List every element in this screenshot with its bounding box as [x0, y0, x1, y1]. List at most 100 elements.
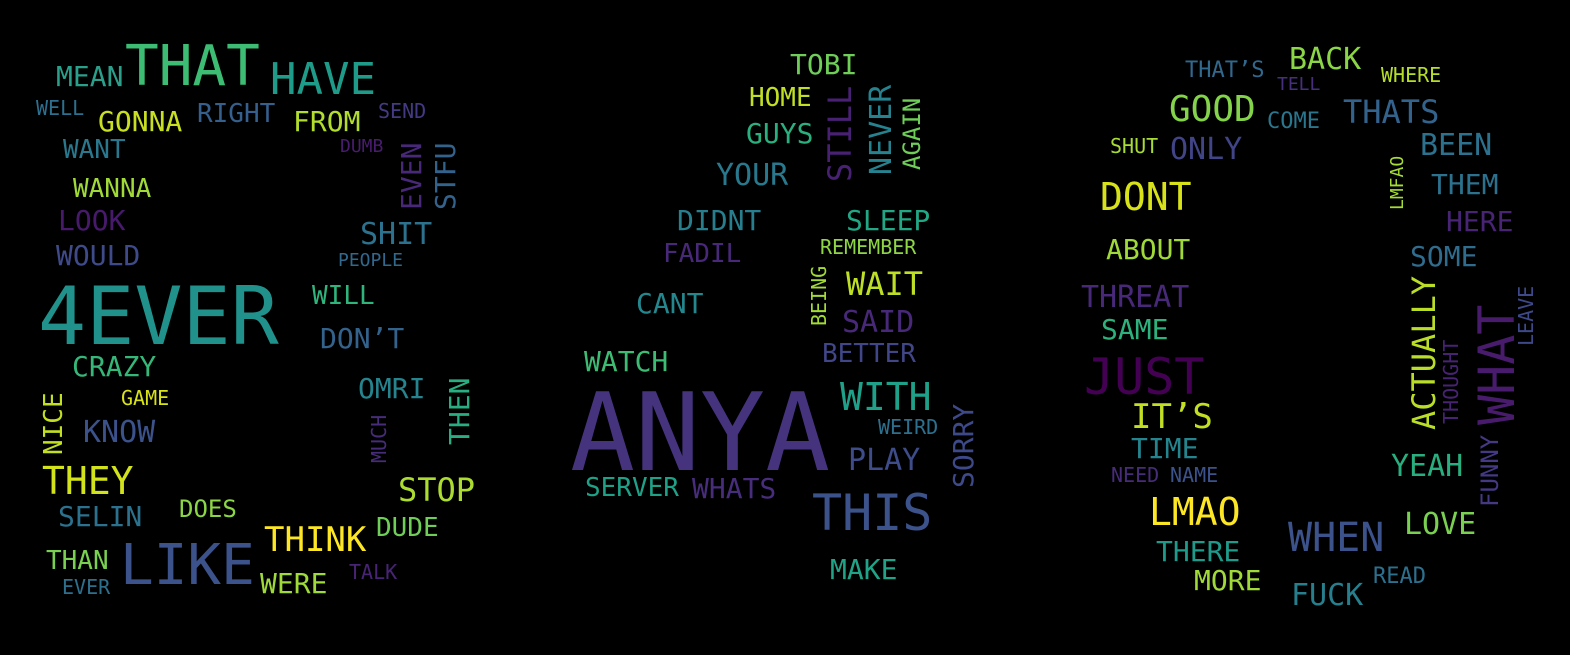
- word-just: JUST: [1084, 348, 1205, 406]
- word-lmfao: LMFAO: [1387, 155, 1408, 210]
- word-better: BETTER: [822, 339, 916, 369]
- word-said: SAID: [842, 305, 915, 340]
- word-your: YOUR: [716, 158, 789, 193]
- word-threat: THREAT: [1081, 280, 1190, 315]
- word-didnt: DIDNT: [677, 204, 762, 237]
- word-will: WILL: [312, 281, 375, 311]
- word-time: TIME: [1131, 432, 1199, 465]
- word-send: SEND: [378, 99, 427, 123]
- word-sleep: SLEEP: [846, 204, 931, 237]
- word-then: THEN: [443, 377, 476, 445]
- word-than: THAN: [46, 546, 109, 576]
- word-tell: TELL: [1277, 74, 1321, 95]
- word-its-apos: IT’S: [1131, 397, 1213, 437]
- word-does: DOES: [179, 495, 237, 523]
- word-actually: ACTUALLY: [1405, 275, 1443, 430]
- word-4ever: 4EVER: [38, 270, 279, 363]
- word-whats: WHATS: [692, 472, 777, 505]
- word-dont-apos: DON’T: [320, 322, 405, 355]
- word-selin: SELIN: [58, 500, 143, 533]
- word-there: THERE: [1156, 535, 1241, 568]
- word-with: WITH: [840, 375, 932, 419]
- word-people: PEOPLE: [338, 250, 404, 271]
- word-from: FROM: [293, 105, 361, 138]
- word-cant: CANT: [636, 287, 704, 320]
- word-where: WHERE: [1381, 63, 1442, 87]
- word-love: LOVE: [1404, 507, 1477, 542]
- word-nice: NICE: [39, 392, 69, 455]
- word-would: WOULD: [56, 239, 141, 272]
- word-watch: WATCH: [584, 345, 669, 378]
- word-dumb: DUMB: [340, 136, 384, 157]
- word-game: GAME: [121, 386, 170, 410]
- word-yeah: YEAH: [1391, 449, 1464, 484]
- word-funny: FUNNY: [1476, 434, 1504, 507]
- word-think: THINK: [264, 520, 367, 560]
- word-fadil: FADIL: [663, 239, 742, 269]
- word-back: BACK: [1289, 42, 1362, 77]
- word-that: THAT: [125, 34, 260, 99]
- word-mean: MEAN: [56, 60, 124, 93]
- word-much: MUCH: [367, 414, 391, 463]
- word-more: MORE: [1194, 564, 1262, 597]
- word-server: SERVER: [585, 473, 679, 503]
- word-weird: WEIRD: [878, 415, 939, 439]
- word-them: THEM: [1431, 168, 1499, 201]
- word-look: LOOK: [58, 204, 126, 237]
- word-never: NEVER: [864, 84, 899, 175]
- word-good: GOOD: [1169, 89, 1256, 130]
- word-thats: THATS: [1343, 93, 1440, 131]
- word-still: STILL: [821, 85, 859, 182]
- word-fuck: FUCK: [1291, 578, 1364, 613]
- word-crazy: CRAZY: [72, 350, 157, 383]
- word-lmao: LMAO: [1149, 490, 1241, 534]
- word-some: SOME: [1410, 240, 1478, 273]
- word-even: EVEN: [395, 142, 428, 210]
- word-anya: ANYA: [570, 371, 831, 496]
- word-know: KNOW: [83, 415, 156, 450]
- word-well: WELL: [36, 96, 85, 120]
- word-again: AGAIN: [898, 97, 926, 170]
- word-need: NEED: [1111, 463, 1160, 487]
- word-being: BEING: [807, 265, 831, 326]
- word-leave: LEAVE: [1514, 285, 1538, 346]
- word-when: WHEN: [1288, 515, 1385, 561]
- word-home: HOME: [749, 83, 812, 113]
- word-shit: SHIT: [360, 217, 433, 252]
- word-shut: SHUT: [1110, 134, 1159, 158]
- word-only: ONLY: [1170, 132, 1243, 167]
- word-omri: OMRI: [358, 372, 426, 405]
- word-tobi: TOBI: [790, 48, 858, 81]
- word-name: NAME: [1170, 463, 1219, 487]
- word-right: RIGHT: [197, 99, 276, 129]
- word-guys: GUYS: [746, 117, 814, 150]
- word-stfu: STFU: [429, 142, 462, 210]
- word-about: ABOUT: [1106, 233, 1191, 266]
- word-gonna: GONNA: [98, 105, 183, 138]
- word-wait: WAIT: [846, 265, 924, 303]
- word-here: HERE: [1446, 205, 1514, 238]
- word-want: WANT: [63, 135, 126, 165]
- word-remember: REMEMBER: [820, 235, 917, 259]
- word-make: MAKE: [830, 553, 898, 586]
- word-been: BEEN: [1420, 128, 1493, 163]
- word-same: SAME: [1101, 313, 1169, 346]
- word-were: WERE: [260, 567, 328, 600]
- word-talk: TALK: [349, 560, 398, 584]
- word-ever: EVER: [62, 575, 111, 599]
- word-read: READ: [1373, 564, 1426, 589]
- word-thought: THOUGHT: [1439, 339, 1463, 424]
- word-come: COME: [1267, 109, 1320, 134]
- word-have: HAVE: [270, 54, 376, 105]
- word-stop: STOP: [398, 471, 476, 509]
- word-sorry: SORRY: [947, 403, 980, 488]
- word-thats-apos: THAT’S: [1185, 58, 1265, 83]
- word-they: THEY: [42, 459, 134, 503]
- word-wanna: WANNA: [73, 174, 152, 204]
- word-like: LIKE: [120, 533, 255, 598]
- word-play: PLAY: [848, 443, 921, 478]
- word-dont: DONT: [1100, 175, 1192, 219]
- word-this: THIS: [812, 484, 933, 542]
- word-dude: DUDE: [376, 513, 439, 543]
